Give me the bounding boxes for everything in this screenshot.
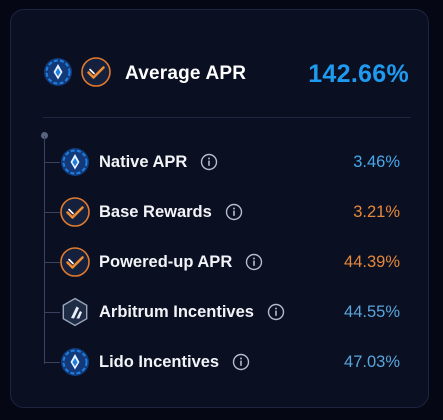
apr-row-powered-up: Powered-up APR 44.39% xyxy=(44,247,400,277)
apr-row-value: 47.03% xyxy=(344,352,400,371)
tree-branch xyxy=(44,161,60,163)
lido-steth-icon xyxy=(43,57,73,92)
apr-row-lido: Lido Incentives 47.03% xyxy=(44,347,400,377)
apr-row-value: 44.39% xyxy=(344,252,400,271)
info-icon[interactable] xyxy=(225,203,243,221)
apr-row-label: Arbitrum Incentives xyxy=(99,302,254,321)
pendle-icon xyxy=(81,56,111,92)
tree-root-dot xyxy=(41,132,48,139)
apr-row-value: 3.46% xyxy=(353,152,400,171)
apr-row-label: Powered-up APR xyxy=(99,252,233,271)
apr-row-value: 44.55% xyxy=(344,302,400,321)
tree-connector-line xyxy=(44,136,45,364)
info-icon[interactable] xyxy=(200,153,218,171)
pendle-icon xyxy=(60,247,90,277)
lido-steth-icon xyxy=(60,347,90,377)
average-apr-label: Average APR xyxy=(125,63,247,84)
info-icon[interactable] xyxy=(267,303,285,321)
tree-branch xyxy=(44,261,60,263)
tree-branch xyxy=(44,361,60,363)
apr-row-native: Native APR 3.46% xyxy=(44,147,400,177)
header-icons xyxy=(43,56,111,92)
average-apr-header: Average APR 142.66% xyxy=(43,56,409,92)
apr-row-base-rewards: Base Rewards 3.21% xyxy=(44,197,400,227)
tree-branch xyxy=(44,211,60,213)
apr-row-arbitrum: Arbitrum Incentives 44.55% xyxy=(44,297,400,327)
apr-row-label: Lido Incentives xyxy=(99,352,220,371)
info-icon[interactable] xyxy=(245,253,263,271)
apr-row-label: Native APR xyxy=(99,152,188,171)
apr-row-value: 3.21% xyxy=(353,202,400,221)
info-icon[interactable] xyxy=(232,353,250,371)
apr-row-label: Base Rewards xyxy=(99,202,212,221)
pendle-icon xyxy=(60,197,90,227)
lido-steth-icon xyxy=(60,147,90,177)
divider xyxy=(43,117,411,118)
arbitrum-icon xyxy=(60,297,90,327)
average-apr-value: 142.66% xyxy=(308,59,409,88)
tree-branch xyxy=(44,311,60,313)
